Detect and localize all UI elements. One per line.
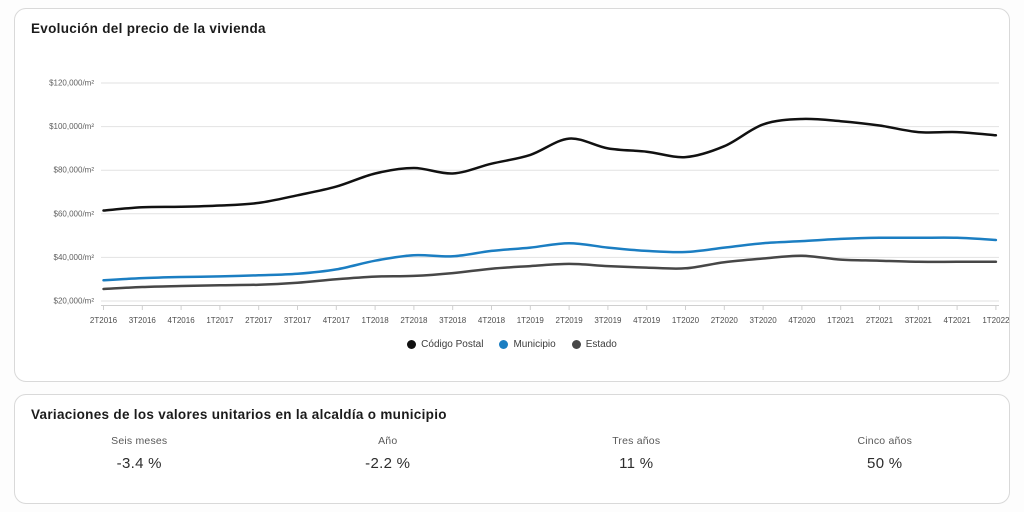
variation-label: Seis meses — [111, 435, 168, 447]
price-evolution-chart: $120,000/m² $100,000/m² $80,000/m² $60,000/… — [49, 79, 1010, 326]
variations-row: Seis meses -3.4 % Año -2.2 % Tres años 1… — [15, 435, 1009, 472]
x-axis-tick-label: 3T2020 — [750, 316, 778, 325]
series-line-codigo-postal — [102, 117, 998, 212]
x-axis-tick-label: 4T2021 — [944, 316, 972, 325]
x-axis-tick-label: 3T2019 — [594, 316, 622, 325]
series-line-municipio — [102, 236, 998, 282]
variation-one-year: Año -2.2 % — [264, 435, 513, 472]
x-axis-tick-label: 2T2016 — [90, 316, 118, 325]
x-axis-tick-label: 1T2019 — [517, 316, 545, 325]
x-axis-tick-label: 1T2018 — [362, 316, 390, 325]
x-axis-tick-label: 3T2017 — [284, 316, 312, 325]
legend-label: Municipio — [513, 339, 556, 350]
x-axis-tick-label: 4T2019 — [633, 316, 661, 325]
variation-value: -3.4 % — [116, 455, 162, 472]
y-axis-tick-label: $80,000/m² — [54, 166, 95, 175]
y-axis-tick-label: $20,000/m² — [54, 297, 95, 306]
variation-label: Año — [378, 435, 398, 447]
x-axis-tick-label: 4T2018 — [478, 316, 506, 325]
x-axis-tick-label: 2T2018 — [400, 316, 428, 325]
variations-title: Variaciones de los valores unitarios en … — [31, 407, 447, 422]
legend-item-codigo-postal[interactable]: Código Postal — [407, 339, 483, 350]
variation-label: Tres años — [612, 435, 661, 447]
legend-dot-icon — [407, 340, 417, 349]
x-axis-tick-label: 1T2021 — [827, 316, 855, 325]
y-axis-tick-label: $100,000/m² — [49, 122, 94, 131]
legend-dot-icon — [499, 340, 509, 349]
x-axis-tick-label: 4T2017 — [323, 316, 351, 325]
x-axis-tick-label: 2T2021 — [866, 316, 894, 325]
y-axis-tick-label: $120,000/m² — [49, 79, 94, 88]
legend-label: Código Postal — [421, 339, 484, 350]
x-axis-tick-label: 4T2016 — [168, 316, 196, 325]
x-axis-tick-label: 1T2017 — [206, 316, 234, 325]
legend-dot-icon — [571, 340, 581, 349]
variation-three-years: Tres años 11 % — [512, 435, 761, 472]
chart-title: Evolución del precio de la vivienda — [31, 21, 266, 36]
x-axis-tick-label: 1T2020 — [672, 316, 700, 325]
variation-value: -2.2 % — [365, 455, 411, 472]
chart-legend: Código Postal Municipio Estado — [15, 339, 1009, 350]
x-axis-tick-label: 3T2016 — [129, 316, 157, 325]
legend-label: Estado — [585, 339, 617, 350]
price-evolution-card: Evolución del precio de la vivienda $120… — [14, 8, 1010, 382]
legend-item-estado[interactable]: Estado — [571, 339, 617, 350]
y-axis-tick-label: $40,000/m² — [54, 253, 95, 262]
x-axis-tick-label: 2T2020 — [711, 316, 739, 325]
variation-five-years: Cinco años 50 % — [761, 435, 1010, 472]
x-axis-tick-label: 1T2022 — [982, 316, 1010, 325]
x-axis-tick-label: 2T2017 — [245, 316, 273, 325]
y-axis-tick-label: $60,000/m² — [54, 209, 95, 218]
x-axis-tick-label: 4T2020 — [788, 316, 816, 325]
variation-label: Cinco años — [857, 435, 913, 447]
variations-card: Variaciones de los valores unitarios en … — [14, 394, 1010, 504]
legend-item-municipio[interactable]: Municipio — [499, 339, 556, 350]
variation-value: 50 % — [867, 455, 903, 472]
x-axis-tick-label: 2T2019 — [556, 316, 584, 325]
x-axis-tick-label: 3T2018 — [439, 316, 467, 325]
variation-value: 11 % — [619, 455, 654, 472]
x-axis-tick-label: 3T2021 — [905, 316, 933, 325]
variation-six-months: Seis meses -3.4 % — [15, 435, 264, 472]
series-line-estado — [102, 254, 998, 291]
